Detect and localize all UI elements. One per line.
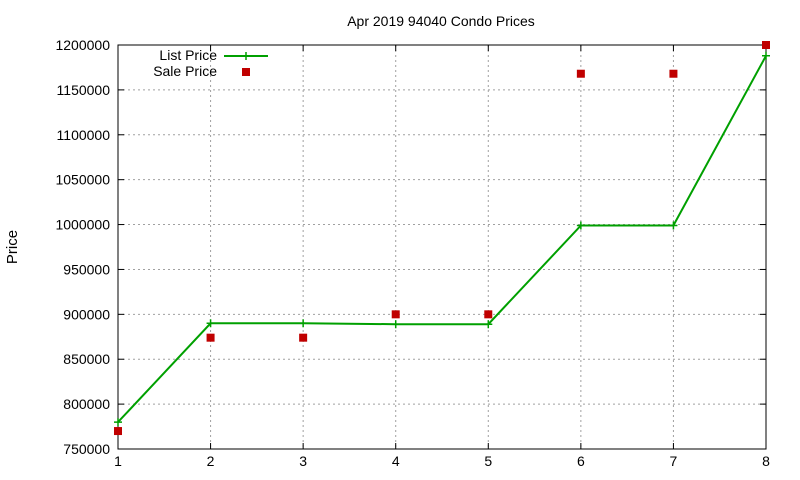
y-tick-label: 800000 [63, 396, 110, 412]
x-tick-label: 1 [114, 453, 122, 469]
y-tick-label: 1050000 [55, 172, 110, 188]
tick-layer: 1 2 3 4 5 6 7 8 750000 800000 850000 900000 950000 10… [55, 37, 770, 469]
sale-price-point [391, 310, 400, 319]
x-tick-label: 7 [670, 453, 678, 469]
sale-price-point [576, 69, 585, 78]
y-tick-label: 1150000 [57, 82, 111, 98]
plot-border [117, 44, 767, 450]
sale-price-point [206, 333, 215, 342]
y-axis-title: Price [4, 230, 21, 264]
list-price-point [391, 320, 400, 329]
grid-layer [118, 45, 766, 449]
legend-label-list-price: List Price [159, 47, 217, 63]
sale-price-point [299, 333, 308, 342]
y-tick-label: 1200000 [55, 37, 110, 53]
x-tick-label: 4 [392, 453, 400, 469]
chart-title: Apr 2019 94040 Condo Prices [347, 13, 535, 29]
legend: List Price Sale Price [153, 47, 268, 79]
sale-price-point [669, 69, 678, 78]
x-tick-label: 5 [484, 453, 492, 469]
y-tick-label: 1000000 [55, 217, 110, 233]
y-tick-label: 750000 [63, 441, 110, 457]
legend-label-sale-price: Sale Price [153, 63, 217, 79]
y-tick-label: 900000 [63, 306, 110, 322]
x-tick-label: 2 [207, 453, 215, 469]
y-tick-label: 950000 [63, 261, 110, 277]
sale-price-point [114, 427, 122, 436]
x-tick-label: 6 [577, 453, 585, 469]
y-tick-label: 1100000 [57, 127, 111, 143]
legend-marker-sale-price [242, 68, 250, 76]
legend-cross-list-price [242, 52, 250, 60]
x-tick-label: 3 [299, 453, 307, 469]
sale-price-point [484, 310, 493, 319]
series-layer [114, 41, 770, 436]
list-price-line [117, 55, 767, 423]
list-price-point [114, 418, 122, 427]
sale-price-point [762, 41, 770, 49]
list-price-point [484, 320, 493, 329]
list-price-point [669, 221, 678, 230]
list-price-point [299, 319, 308, 328]
list-price-point [576, 221, 585, 230]
list-price-point [206, 319, 215, 328]
y-tick-label: 850000 [63, 351, 110, 367]
list-price-point [762, 51, 770, 60]
x-tick-label: 8 [762, 453, 770, 469]
